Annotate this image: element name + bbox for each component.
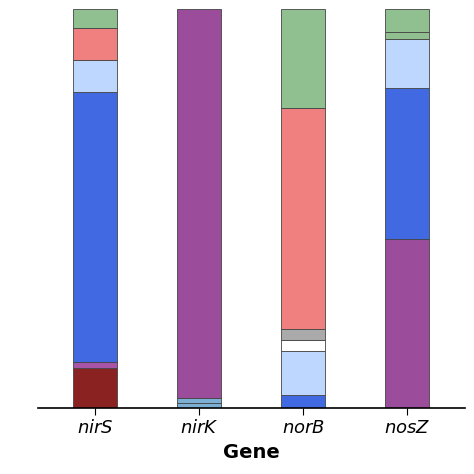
Bar bbox=[73, 368, 117, 408]
Bar bbox=[73, 28, 117, 60]
Bar bbox=[177, 9, 221, 398]
Bar bbox=[177, 398, 221, 403]
Bar bbox=[177, 403, 221, 408]
Bar bbox=[385, 32, 429, 39]
Bar bbox=[385, 39, 429, 88]
Bar bbox=[282, 9, 325, 108]
Bar bbox=[73, 9, 117, 28]
Bar bbox=[385, 239, 429, 408]
X-axis label: Gene: Gene bbox=[223, 443, 280, 462]
Bar bbox=[282, 340, 325, 351]
Bar bbox=[282, 108, 325, 329]
Bar bbox=[73, 363, 117, 368]
Bar bbox=[73, 60, 117, 92]
Bar bbox=[282, 351, 325, 395]
Bar bbox=[73, 92, 117, 363]
Bar bbox=[385, 9, 429, 32]
Bar bbox=[282, 395, 325, 408]
Bar bbox=[282, 329, 325, 340]
Bar bbox=[385, 88, 429, 239]
